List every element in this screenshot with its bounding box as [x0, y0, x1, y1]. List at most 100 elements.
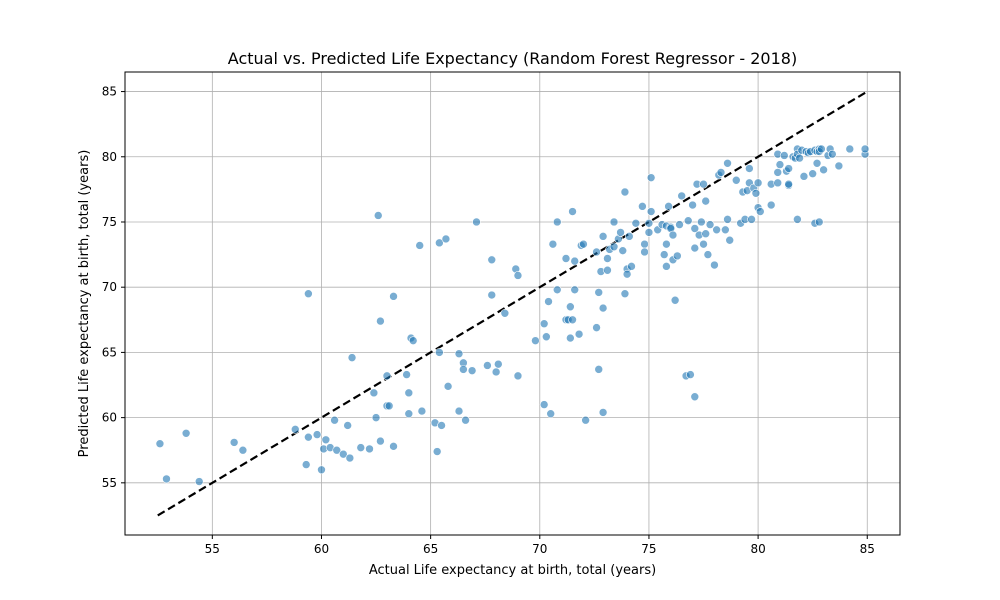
- data-point: [568, 315, 577, 325]
- y-tick-label: 75: [102, 215, 117, 229]
- data-point: [594, 288, 604, 297]
- y-tick-label: 80: [102, 150, 117, 164]
- data-point: [745, 164, 754, 173]
- plot-frame: [124, 71, 901, 536]
- data-point: [500, 308, 510, 318]
- data-point: [751, 188, 761, 198]
- reference-line-layer: [157, 90, 868, 517]
- y-tick-label: 85: [102, 85, 117, 99]
- data-point: [664, 202, 673, 211]
- data-point: [404, 409, 414, 419]
- data-point: [365, 444, 374, 454]
- grid-lines: [125, 72, 900, 535]
- data-point: [435, 238, 444, 248]
- data-point: [343, 421, 352, 430]
- data-point: [345, 453, 355, 463]
- data-point: [531, 336, 540, 345]
- data-point: [570, 285, 580, 295]
- data-point: [454, 406, 464, 416]
- data-point: [701, 229, 711, 239]
- data-point: [712, 225, 721, 235]
- data-point: [592, 247, 601, 257]
- data-point: [646, 173, 656, 182]
- data-point: [686, 370, 695, 379]
- data-point: [673, 251, 682, 261]
- data-point: [594, 365, 604, 374]
- data-point: [461, 415, 470, 425]
- data-point: [229, 438, 239, 447]
- data-point: [312, 430, 322, 439]
- data-point: [552, 285, 562, 295]
- data-point: [568, 207, 577, 216]
- data-point: [620, 187, 630, 197]
- x-tick-label: 60: [314, 542, 329, 556]
- data-point: [467, 366, 477, 375]
- data-point: [539, 319, 549, 329]
- data-point: [662, 262, 671, 271]
- data-point: [570, 256, 580, 266]
- y-tick-label: 55: [102, 476, 117, 490]
- data-point: [155, 439, 165, 449]
- data-point: [317, 465, 326, 475]
- data-point: [415, 241, 425, 250]
- data-point: [697, 217, 706, 227]
- data-point: [668, 230, 678, 240]
- data-point: [552, 217, 562, 227]
- y-tick-label: 70: [102, 280, 117, 294]
- data-point: [640, 247, 649, 257]
- data-point: [404, 388, 414, 398]
- data-point: [683, 216, 693, 225]
- data-point: [699, 239, 708, 249]
- data-point: [304, 432, 313, 442]
- data-point: [376, 316, 385, 326]
- data-point: [592, 323, 601, 332]
- data-point: [304, 289, 313, 299]
- data-point: [799, 172, 809, 181]
- data-point: [775, 160, 785, 169]
- data-point: [845, 144, 855, 154]
- x-tick-label: 70: [532, 542, 547, 556]
- data-point: [644, 218, 654, 228]
- y-tick-label: 65: [102, 345, 117, 359]
- data-point: [753, 178, 763, 188]
- data-point: [784, 179, 793, 189]
- data-point: [356, 443, 366, 452]
- data-point: [701, 196, 711, 206]
- data-point: [347, 353, 357, 362]
- data-point: [290, 425, 300, 434]
- data-point: [793, 215, 802, 224]
- x-tick-label: 55: [205, 542, 220, 556]
- data-point: [603, 254, 612, 263]
- reference-line: [157, 90, 868, 517]
- data-point: [725, 235, 735, 245]
- data-point: [539, 400, 549, 409]
- data-point: [437, 421, 446, 430]
- data-point: [618, 246, 628, 255]
- data-point: [747, 215, 756, 224]
- data-point: [609, 217, 619, 227]
- data-point: [699, 179, 708, 189]
- x-tick-label: 80: [750, 542, 765, 556]
- data-point: [561, 254, 571, 263]
- data-point: [389, 292, 398, 301]
- data-point: [638, 202, 647, 211]
- data-point: [454, 349, 464, 359]
- data-point: [487, 255, 497, 265]
- data-point: [690, 392, 700, 402]
- data-point: [181, 428, 191, 438]
- data-point: [491, 367, 501, 377]
- y-tick-label: 60: [102, 411, 117, 425]
- data-point: [812, 158, 822, 168]
- data-point: [731, 175, 741, 185]
- data-point: [716, 168, 726, 177]
- data-point: [574, 329, 584, 339]
- data-point: [808, 169, 817, 179]
- data-point: [779, 151, 789, 160]
- data-point: [321, 435, 331, 445]
- data-point: [417, 406, 427, 416]
- data-point: [662, 239, 671, 249]
- data-point: [238, 445, 248, 455]
- data-point: [408, 336, 418, 345]
- x-tick-label: 65: [423, 542, 438, 556]
- x-tick-label: 85: [860, 542, 875, 556]
